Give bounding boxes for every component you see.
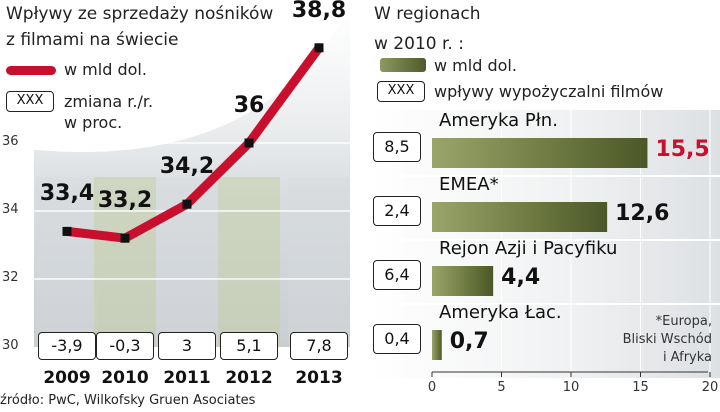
year-label: 2010 bbox=[101, 368, 149, 388]
region-name: Ameryka Płn. bbox=[439, 110, 558, 131]
footnote-line-1: *Europa, bbox=[655, 314, 712, 329]
bar-value-label: 15,5 bbox=[655, 137, 710, 162]
data-point-marker bbox=[314, 43, 324, 53]
y-tick-label: 34 bbox=[2, 202, 19, 217]
bar-value-label: 0,7 bbox=[449, 329, 489, 354]
legend-box-sample: XXX bbox=[6, 91, 54, 112]
legend-bar-label: w mld dol. bbox=[434, 56, 517, 75]
column-band bbox=[288, 177, 350, 347]
year-label: 2013 bbox=[295, 368, 343, 388]
column-band bbox=[36, 177, 98, 347]
column-band bbox=[94, 177, 156, 347]
value-label: 36 bbox=[233, 93, 265, 118]
legend-box-label-2: w proc. bbox=[64, 113, 123, 132]
change-box: -3,9 bbox=[38, 332, 96, 360]
value-label: 38,8 bbox=[291, 0, 347, 23]
right-title-line-2: w 2010 r. : bbox=[374, 34, 464, 54]
rental-box: 2,4 bbox=[373, 196, 421, 226]
region-bar bbox=[432, 202, 608, 232]
bar-value-label: 4,4 bbox=[501, 265, 541, 290]
region-name: Rejon Azji i Pacyfiku bbox=[439, 238, 618, 259]
footnote-line-3: i Afryka bbox=[662, 350, 712, 365]
year-label: 2012 bbox=[225, 368, 273, 388]
y-tick-label: 36 bbox=[2, 134, 19, 149]
x-tick-label: 15 bbox=[632, 380, 649, 395]
region-name: EMEA* bbox=[439, 174, 499, 195]
y-tick-label: 32 bbox=[2, 270, 19, 285]
line-chart bbox=[34, 7, 350, 347]
legend-line-label: w mld dol. bbox=[64, 60, 147, 79]
rental-box: 0,4 bbox=[373, 324, 421, 354]
data-point-marker bbox=[120, 233, 130, 243]
footnote-line-2: Bliski Wschód bbox=[622, 332, 712, 347]
legend-box-label-1: zmiana r./r. bbox=[64, 92, 154, 111]
region-bar bbox=[432, 330, 442, 360]
change-box: 5,1 bbox=[220, 332, 278, 360]
region-bar bbox=[432, 138, 648, 168]
value-label: 33,4 bbox=[39, 181, 95, 207]
x-tick-label: 5 bbox=[497, 380, 506, 395]
year-label: 2011 bbox=[163, 368, 211, 388]
x-tick-label: 20 bbox=[701, 380, 719, 395]
value-label: 33,2 bbox=[97, 188, 153, 214]
data-point-marker bbox=[182, 199, 192, 209]
footnote: *Europa, Bliski Wschód i Afryka bbox=[600, 313, 712, 367]
change-box: 7,8 bbox=[290, 332, 348, 360]
rental-box: 6,4 bbox=[373, 260, 421, 290]
legend-line-swatch bbox=[6, 66, 56, 75]
rental-box: 8,5 bbox=[373, 132, 421, 162]
x-tick-label: 10 bbox=[562, 380, 580, 395]
value-label: 34,2 bbox=[159, 154, 215, 180]
year-label: 2009 bbox=[43, 368, 91, 388]
region-bar bbox=[432, 266, 494, 296]
legend-rental-label: wpływy wypożyczalni filmów bbox=[434, 82, 664, 101]
y-tick-label: 30 bbox=[2, 338, 19, 353]
bar-value-label: 12,6 bbox=[615, 201, 670, 226]
column-band bbox=[218, 177, 280, 347]
left-title-line-1: Wpływy ze sprzedaży nośników bbox=[6, 4, 274, 24]
change-box: -0,3 bbox=[96, 332, 154, 360]
legend-rental-sample: XXX bbox=[377, 81, 425, 102]
change-box: 3 bbox=[158, 332, 216, 360]
data-point-marker bbox=[244, 138, 254, 148]
source-note: źródło: PwC, Wilkofsky Gruen Asociates bbox=[0, 393, 256, 408]
x-tick-label: 0 bbox=[427, 380, 437, 395]
data-point-marker bbox=[62, 226, 72, 236]
region-name: Ameryka Łac. bbox=[439, 302, 562, 323]
right-title-line-1: W regionach bbox=[374, 4, 481, 24]
bar-chart bbox=[370, 110, 720, 378]
left-title-line-2: z filmami na świecie bbox=[6, 30, 179, 50]
legend-bar-swatch bbox=[380, 58, 426, 72]
